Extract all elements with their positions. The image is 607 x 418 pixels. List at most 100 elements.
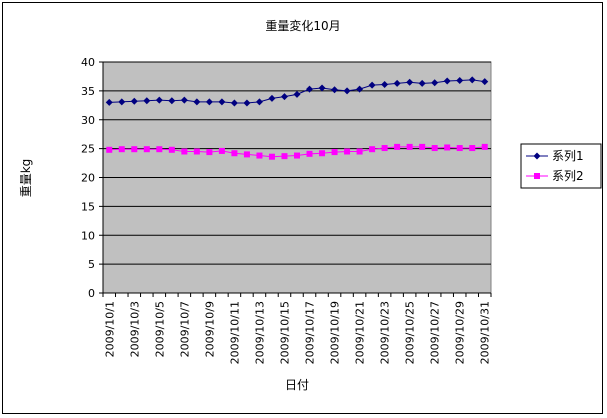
data-point xyxy=(155,96,163,104)
data-point xyxy=(205,98,213,106)
data-point xyxy=(105,98,113,106)
x-tick-label: 2009/10/11 xyxy=(228,301,241,364)
data-point xyxy=(394,143,401,150)
data-point xyxy=(369,146,376,153)
data-point xyxy=(306,150,313,157)
data-point xyxy=(168,97,176,105)
data-point xyxy=(293,90,301,98)
y-tick-label: 35 xyxy=(81,85,95,98)
data-point xyxy=(143,146,150,153)
y-tick-label: 40 xyxy=(81,56,95,69)
legend-label: 系列1 xyxy=(552,149,584,163)
x-tick-label: 2009/10/23 xyxy=(379,301,392,364)
series-系列2 xyxy=(106,143,488,160)
y-tick-label: 15 xyxy=(81,200,95,213)
data-point xyxy=(118,146,125,153)
x-tick-label: 2009/10/1 xyxy=(103,301,116,357)
data-point xyxy=(206,149,213,156)
data-point xyxy=(294,152,300,159)
data-point xyxy=(406,143,413,150)
data-point xyxy=(368,81,376,89)
data-point xyxy=(469,145,476,152)
series-系列1 xyxy=(105,76,489,107)
data-point xyxy=(456,76,464,84)
legend-label: 系列2 xyxy=(552,169,584,183)
data-point xyxy=(143,97,151,105)
data-point xyxy=(268,153,275,160)
x-tick-label: 2009/10/13 xyxy=(253,301,266,364)
y-tick-label: 5 xyxy=(88,258,95,271)
grid-lines xyxy=(103,61,491,265)
data-point xyxy=(168,146,175,153)
data-point xyxy=(331,86,339,94)
data-point xyxy=(406,78,414,86)
data-point xyxy=(443,77,451,85)
data-point xyxy=(344,148,351,155)
data-point xyxy=(131,146,138,153)
chart-title: 重量変化10月 xyxy=(265,18,340,33)
data-point xyxy=(218,147,225,154)
data-point xyxy=(431,79,439,87)
x-tick-label: 2009/10/15 xyxy=(278,301,291,364)
y-tick-label: 10 xyxy=(81,229,95,242)
data-point xyxy=(118,98,126,106)
y-tick-label: 25 xyxy=(81,143,95,156)
y-tick-label: 20 xyxy=(81,172,95,185)
x-axis-ticks: 2009/10/1 2009/10/3 2009/10/5 2009/10/7 2009… xyxy=(102,292,492,364)
x-tick-label: 2009/10/25 xyxy=(404,301,417,364)
y-tick-label: 0 xyxy=(88,287,95,300)
y-tick-label: 30 xyxy=(81,114,95,127)
data-point xyxy=(534,173,540,179)
legend-entry: 系列2 xyxy=(526,169,584,183)
data-point xyxy=(230,99,238,107)
data-point xyxy=(130,97,138,105)
x-tick-label: 2009/10/5 xyxy=(153,301,166,357)
data-point xyxy=(381,145,388,152)
data-point xyxy=(281,153,288,160)
data-point xyxy=(193,98,201,106)
data-point xyxy=(356,85,364,93)
data-point xyxy=(356,148,363,155)
data-point xyxy=(306,85,314,93)
data-point xyxy=(468,76,476,84)
data-point xyxy=(256,152,263,159)
x-tick-label: 2009/10/31 xyxy=(479,301,492,364)
data-point xyxy=(419,143,426,150)
data-point xyxy=(343,87,351,95)
data-point xyxy=(156,146,163,153)
data-point xyxy=(533,152,541,160)
x-tick-label: 2009/10/17 xyxy=(304,301,317,364)
data-point xyxy=(106,146,113,153)
data-point xyxy=(243,99,251,107)
data-point xyxy=(381,81,389,89)
data-point xyxy=(319,150,326,157)
x-tick-label: 2009/10/7 xyxy=(178,301,191,357)
x-tick-label: 2009/10/19 xyxy=(329,301,342,364)
data-point xyxy=(180,96,188,104)
data-point xyxy=(231,150,238,157)
data-point xyxy=(181,148,188,155)
data-point xyxy=(268,94,276,102)
data-point xyxy=(243,151,250,158)
y-axis-ticks: 0 5 10 15 20 25 30 35 40 xyxy=(81,56,104,300)
x-tick-label: 2009/10/21 xyxy=(354,301,367,364)
data-point xyxy=(456,145,463,152)
x-tick-label: 2009/10/9 xyxy=(203,301,216,357)
data-point xyxy=(481,143,488,150)
series-layer xyxy=(105,76,489,160)
data-point xyxy=(481,78,489,86)
data-point xyxy=(318,84,326,92)
data-point xyxy=(393,79,401,87)
data-point xyxy=(418,79,426,87)
legend-entry: 系列1 xyxy=(526,149,584,163)
data-point xyxy=(431,145,438,152)
data-point xyxy=(280,93,288,101)
x-axis-label: 日付 xyxy=(285,378,309,392)
data-point xyxy=(218,98,226,106)
data-point xyxy=(193,148,200,155)
x-tick-label: 2009/10/29 xyxy=(454,301,467,364)
y-axis-label: 重量kg xyxy=(19,159,33,198)
data-point xyxy=(255,98,263,106)
